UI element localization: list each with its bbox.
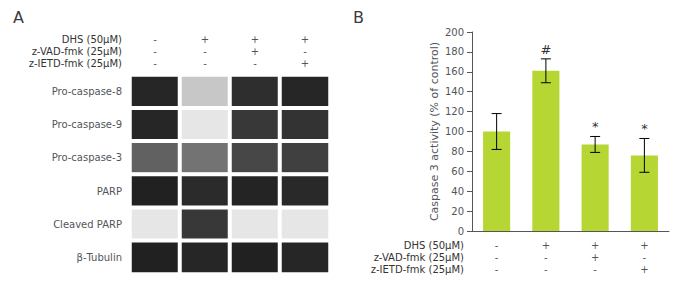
svg-text:20: 20: [451, 206, 464, 217]
svg-text:z-VAD-fmk (25μM): z-VAD-fmk (25μM): [374, 252, 464, 263]
svg-text:-: -: [643, 252, 647, 263]
svg-text:+: +: [201, 34, 209, 45]
svg-text:Pro-caspase-3: Pro-caspase-3: [52, 152, 122, 163]
svg-text:140: 140: [445, 86, 464, 97]
svg-text:z-IETD-fmk (25μM): z-IETD-fmk (25μM): [371, 264, 464, 275]
svg-text:-: -: [593, 264, 597, 275]
svg-text:Caspase 3 activity (% of contr: Caspase 3 activity (% of control): [428, 42, 441, 221]
svg-text:-: -: [153, 46, 157, 57]
svg-text:-: -: [495, 264, 499, 275]
svg-text:Pro-caspase-8: Pro-caspase-8: [52, 86, 122, 97]
svg-text:DHS (50μM): DHS (50μM): [62, 34, 122, 45]
svg-text:+: +: [542, 240, 550, 251]
svg-text:60: 60: [451, 166, 464, 177]
svg-text:PARP: PARP: [97, 186, 122, 197]
svg-text:Pro-caspase-9: Pro-caspase-9: [52, 119, 122, 130]
svg-text:Cleaved PARP: Cleaved PARP: [53, 219, 122, 230]
svg-text:180: 180: [445, 46, 464, 57]
svg-text:A: A: [13, 8, 24, 27]
svg-text:120: 120: [445, 106, 464, 117]
svg-text:B: B: [353, 8, 364, 27]
svg-text:200: 200: [445, 27, 464, 38]
svg-text:*: *: [641, 121, 648, 136]
svg-text:DHS (50μM): DHS (50μM): [404, 240, 464, 251]
svg-text:+: +: [640, 240, 648, 251]
svg-text:-: -: [544, 264, 548, 275]
svg-text:-: -: [303, 46, 307, 57]
svg-text:*: *: [592, 119, 599, 134]
svg-text:+: +: [301, 58, 309, 69]
svg-text:-: -: [253, 58, 257, 69]
svg-text:+: +: [591, 240, 599, 251]
svg-text:+: +: [251, 34, 259, 45]
svg-text:+: +: [251, 46, 259, 57]
svg-text:+: +: [591, 252, 599, 263]
svg-text:-: -: [495, 240, 499, 251]
svg-text:160: 160: [445, 66, 464, 77]
svg-text:+: +: [301, 34, 309, 45]
svg-text:-: -: [495, 252, 499, 263]
svg-text:-: -: [153, 58, 157, 69]
svg-text:β-Tubulin: β-Tubulin: [77, 252, 123, 263]
svg-text:z-VAD-fmk (25μM): z-VAD-fmk (25μM): [32, 46, 122, 57]
svg-text:#: #: [540, 42, 551, 57]
svg-text:0: 0: [458, 226, 464, 237]
svg-text:100: 100: [445, 126, 464, 137]
svg-text:40: 40: [451, 186, 464, 197]
svg-text:z-IETD-fmk (25μM): z-IETD-fmk (25μM): [29, 58, 122, 69]
svg-text:-: -: [544, 252, 548, 263]
svg-text:-: -: [153, 34, 157, 45]
svg-text:-: -: [203, 46, 207, 57]
svg-text:+: +: [640, 264, 648, 275]
svg-text:80: 80: [451, 146, 464, 157]
svg-text:-: -: [203, 58, 207, 69]
